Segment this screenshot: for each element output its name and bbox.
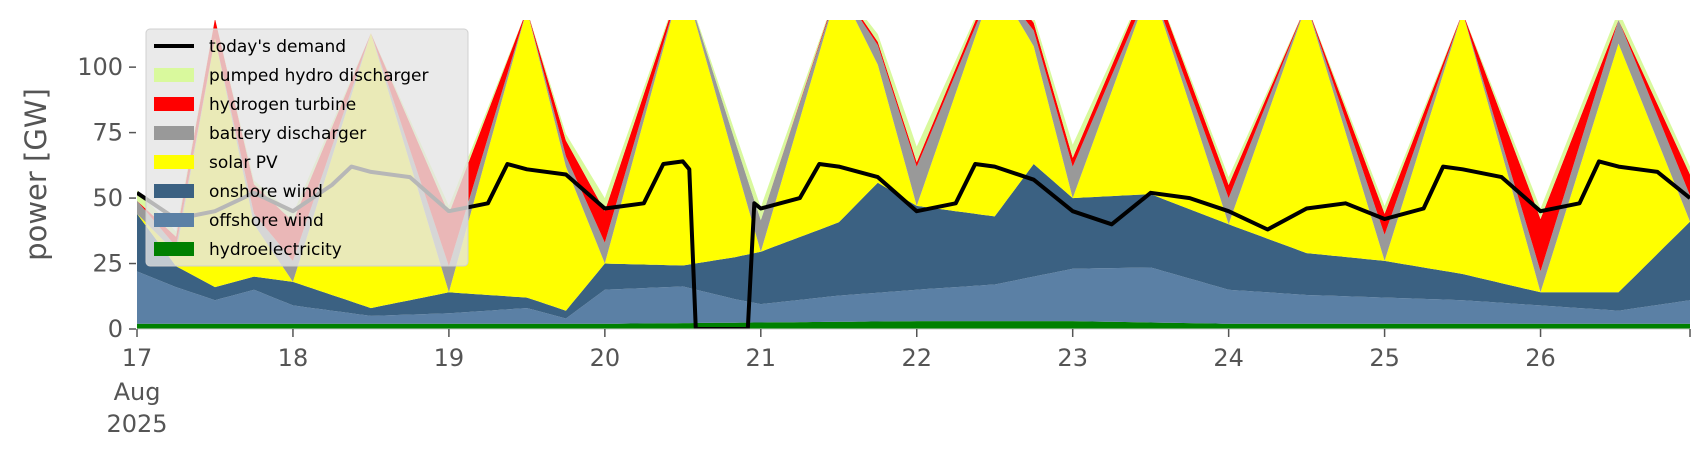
axes: 0 25 50 75 100 17 Aug 2025 18 19 20 21 22 23 24 25 26 pow… (19, 53, 1691, 438)
x-tick-label: 25 (1369, 344, 1400, 372)
legend-label-hydroelectricity: hydroelectricity (209, 240, 342, 260)
area-hydroelectricity (137, 321, 1690, 329)
legend-label-solar-pv: solar PV (209, 153, 278, 173)
x-tick-label: 21 (746, 344, 777, 372)
legend-swatch-offshore-wind (154, 213, 194, 227)
y-tick-label: 50 (92, 184, 123, 212)
x-tick-label: 26 (1525, 344, 1556, 372)
legend-label-hydrogen-turbine: hydrogen turbine (209, 95, 356, 115)
x-tick-label: 19 (434, 344, 465, 372)
legend-swatch-hydrogen-turbine (154, 97, 194, 111)
legend: today's demand pumped hydro discharger hyd… (145, 28, 469, 267)
area-solar-pv (137, 20, 1690, 311)
x-tick-label: 18 (278, 344, 309, 372)
legend-label-today-s-demand: today's demand (209, 37, 346, 57)
x-tick-label: 22 (901, 344, 932, 372)
x-tick-sublabel: 2025 (106, 410, 167, 438)
y-tick-label: 100 (77, 53, 123, 81)
area-onshore-wind (137, 164, 1690, 319)
legend-swatch-solar-pv (154, 155, 194, 169)
legend-label-pumped-hydro-discharger: pumped hydro discharger (209, 66, 428, 86)
legend-swatch-battery-discharger (154, 126, 194, 140)
y-tick-label: 0 (108, 315, 123, 343)
legend-label-battery-discharger: battery discharger (209, 124, 366, 144)
legend-swatch-hydroelectricity (154, 242, 194, 256)
legend-label-onshore-wind: onshore wind (209, 182, 323, 202)
legend-label-offshore-wind: offshore wind (209, 211, 324, 231)
legend-swatch-pumped-hydro-discharger (154, 68, 194, 82)
legend-box (145, 28, 469, 267)
y-axis-title: power [GW] (19, 88, 53, 261)
legend-swatch-onshore-wind (154, 184, 194, 198)
x-tick-label: 20 (590, 344, 621, 372)
x-tick-label: 23 (1057, 344, 1088, 372)
x-tick-label: 17 (122, 344, 153, 372)
area-offshore-wind (137, 267, 1690, 324)
x-tick-label: 24 (1213, 344, 1244, 372)
x-tick-sublabel: Aug (114, 378, 161, 406)
y-tick-label: 25 (92, 250, 123, 278)
y-tick-label: 75 (92, 119, 123, 147)
